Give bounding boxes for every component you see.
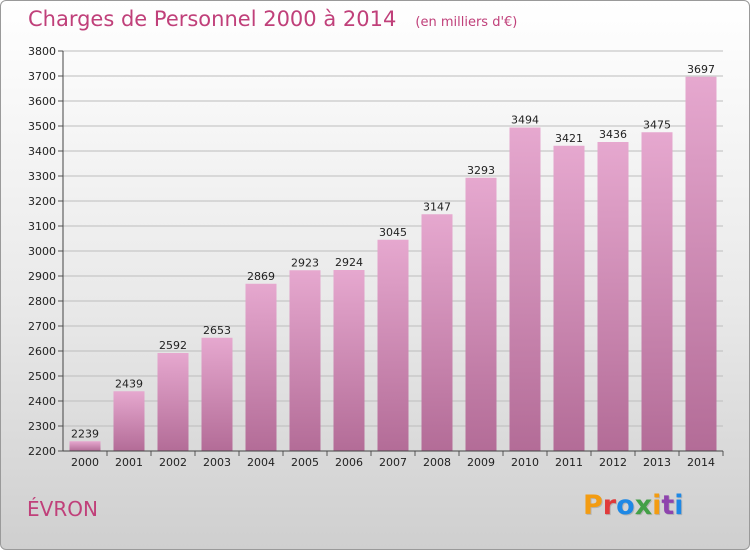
proxiti-logo[interactable]: Proxiti xyxy=(583,490,684,521)
data-label: 3045 xyxy=(379,226,407,239)
bar xyxy=(333,270,365,451)
city-name: ÉVRON xyxy=(27,497,98,521)
logo-letter: P xyxy=(583,490,603,521)
bar xyxy=(377,239,409,451)
x-tick-label: 2014 xyxy=(687,456,715,469)
bar xyxy=(553,145,585,451)
y-tick-label: 3200 xyxy=(28,195,56,208)
data-label: 3421 xyxy=(555,132,583,145)
x-axis-ticks: 2000 2001 2002 2003 2004 2005 2006 2007 2008 2009… xyxy=(71,451,724,469)
data-label: 3436 xyxy=(599,128,627,141)
x-tick-label: 2011 xyxy=(555,456,583,469)
bar xyxy=(685,76,717,451)
data-label: 3147 xyxy=(423,200,451,213)
y-tick-label: 3000 xyxy=(28,245,56,258)
x-tick-label: 2010 xyxy=(511,456,539,469)
y-tick-label: 2500 xyxy=(28,370,56,383)
y-tick-label: 3300 xyxy=(28,170,56,183)
y-tick-label: 3400 xyxy=(28,145,56,158)
data-label: 3475 xyxy=(643,118,671,131)
bar xyxy=(113,391,145,451)
y-tick-label: 2300 xyxy=(28,420,56,433)
data-label: 3697 xyxy=(687,63,715,76)
x-tick-label: 2008 xyxy=(423,456,451,469)
x-tick-label: 2009 xyxy=(467,456,495,469)
y-tick-label: 2700 xyxy=(28,320,56,333)
data-label: 2923 xyxy=(291,256,319,269)
bar xyxy=(641,132,673,451)
chart-title: Charges de Personnel 2000 à 2014 xyxy=(28,7,397,31)
bar xyxy=(421,214,453,451)
logo-letter: x xyxy=(634,490,653,521)
data-label: 2653 xyxy=(203,324,231,337)
x-tick-label: 2012 xyxy=(599,456,627,469)
x-tick-label: 2003 xyxy=(203,456,231,469)
data-label: 2239 xyxy=(71,427,99,440)
bar xyxy=(201,337,233,451)
bars xyxy=(69,76,717,451)
data-label: 2592 xyxy=(159,339,187,352)
y-tick-label: 2600 xyxy=(28,345,56,358)
x-tick-label: 2004 xyxy=(247,456,275,469)
data-label: 2924 xyxy=(335,256,363,269)
data-labels: 2239 2439 2592 2653 2869 2923 2924 3045 3147 3293… xyxy=(71,63,715,441)
y-tick-label: 3600 xyxy=(28,95,56,108)
data-label: 3293 xyxy=(467,164,495,177)
bar-chart: 2200 2300 2400 2500 2600 2700 2800 2900 3000 3100… xyxy=(28,45,724,469)
logo-letter: o xyxy=(616,490,635,521)
x-tick-label: 2000 xyxy=(71,456,99,469)
logo-letter: i xyxy=(674,490,684,521)
y-tick-label: 3500 xyxy=(28,120,56,133)
x-tick-label: 2006 xyxy=(335,456,363,469)
x-tick-label: 2001 xyxy=(115,456,143,469)
bar xyxy=(69,441,101,451)
logo-letter: t xyxy=(661,490,675,521)
x-tick-label: 2002 xyxy=(159,456,187,469)
x-tick-label: 2005 xyxy=(291,456,319,469)
axes xyxy=(62,51,723,452)
y-axis-ticks: 2200 2300 2400 2500 2600 2700 2800 2900 3000 3100… xyxy=(28,45,63,458)
title-row: Charges de Personnel 2000 à 2014 (en mil… xyxy=(28,7,517,31)
y-tick-label: 2900 xyxy=(28,270,56,283)
bar xyxy=(509,127,541,451)
y-tick-label: 3100 xyxy=(28,220,56,233)
x-tick-label: 2007 xyxy=(379,456,407,469)
bar xyxy=(245,283,277,451)
data-label: 2869 xyxy=(247,270,275,283)
data-label: 3494 xyxy=(511,114,539,127)
y-tick-label: 2200 xyxy=(28,445,56,458)
y-tick-label: 3700 xyxy=(28,70,56,83)
data-label: 2439 xyxy=(115,377,143,390)
bar xyxy=(289,270,321,451)
y-tick-label: 3800 xyxy=(28,45,56,58)
logo-letter: r xyxy=(602,490,617,521)
logo-letter: i xyxy=(652,490,662,521)
bar xyxy=(157,353,189,451)
y-tick-label: 2800 xyxy=(28,295,56,308)
bar xyxy=(597,142,629,451)
y-tick-label: 2400 xyxy=(28,395,56,408)
x-tick-label: 2013 xyxy=(643,456,671,469)
chart-unit: (en milliers d'€) xyxy=(415,15,518,30)
bar xyxy=(465,177,497,451)
